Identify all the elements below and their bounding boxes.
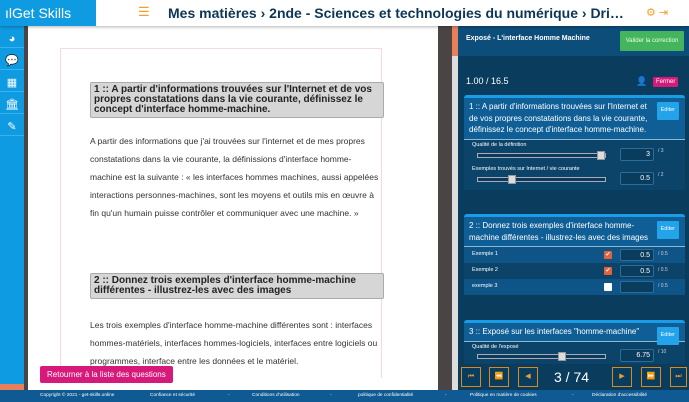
footer-link[interactable]: Politique en matière de cookies bbox=[470, 393, 537, 398]
question-card-3: 3 :: Exposé sur les interfaces "homme-ma… bbox=[464, 320, 685, 364]
question-1-heading: 1 :: A partir d'informations trouvées su… bbox=[90, 82, 384, 118]
user-icon: 👤 bbox=[636, 76, 648, 86]
panel-title: Exposé - L'interface Homme Machine bbox=[466, 35, 590, 42]
scrollbar[interactable] bbox=[452, 26, 458, 390]
footer-link[interactable]: Conditions d'utilisation bbox=[252, 393, 300, 398]
hamburger-icon[interactable]: ☰ bbox=[138, 4, 150, 19]
score-input[interactable] bbox=[620, 281, 654, 293]
footer-link[interactable]: Confiance et sécurité bbox=[150, 393, 196, 398]
edit-button[interactable]: Editer bbox=[656, 327, 679, 345]
score-input[interactable]: 0.5 bbox=[620, 249, 654, 261]
answer-2: Les trois exemples d'interface homme-mac… bbox=[90, 320, 378, 366]
back-to-questions-button[interactable]: Retourner à la liste des questions bbox=[40, 366, 173, 383]
chat-icon[interactable]: 💬 bbox=[0, 52, 24, 70]
checkbox[interactable]: ✔ bbox=[604, 267, 612, 275]
checkbox[interactable] bbox=[604, 283, 612, 291]
edit-icon[interactable]: ✎ bbox=[0, 118, 24, 136]
footer: Copyright © 2021 - get-skills.online Con… bbox=[0, 390, 689, 402]
criterion-row: Exemples trouvés sur Internet / vie cour… bbox=[464, 164, 685, 190]
first-icon[interactable]: ⏮ bbox=[461, 367, 481, 387]
next-icon[interactable]: ▶ bbox=[612, 367, 632, 387]
score-input[interactable]: 3 bbox=[620, 147, 654, 161]
sidebar-accent bbox=[0, 384, 24, 390]
next-fast-icon[interactable]: ⏩ bbox=[641, 367, 661, 387]
sidebar: ◕ 💬 ▦ 🏛 ✎ bbox=[0, 26, 24, 390]
question-card-title: 2 :: Donnez trois exemples d'interface h… bbox=[464, 214, 685, 247]
score-slider[interactable] bbox=[477, 174, 606, 184]
page-border bbox=[60, 48, 382, 378]
validate-correction-button[interactable]: Valider la correction bbox=[620, 31, 684, 51]
scrollbar-thumb[interactable] bbox=[452, 26, 458, 56]
edit-button[interactable]: Editer bbox=[656, 102, 679, 120]
dashboard-icon[interactable]: ◕ bbox=[0, 30, 24, 48]
copyright: Copyright © 2021 - get-skills.online bbox=[40, 393, 115, 398]
criterion-row: Qualité de la définition 3 / 3 bbox=[464, 140, 685, 164]
example-row: Exemple 2 ✔ 0.5/ 0.5 bbox=[472, 265, 668, 277]
score-slider[interactable] bbox=[477, 150, 606, 160]
close-button[interactable]: Fermer bbox=[653, 77, 679, 87]
footer-link[interactable]: politique de confidentialité bbox=[358, 393, 414, 398]
pagination: ⏮ ⏪ ◀ 3 / 74 ▶ ⏩ ⏭ bbox=[458, 366, 689, 390]
footer-link[interactable]: Déclaration d'accessibilité bbox=[592, 393, 648, 398]
criterion-row: Qualité de l'exposé 6.75 / 10 bbox=[464, 342, 685, 364]
logo[interactable]: ılGet Skills bbox=[0, 0, 96, 26]
institution-icon[interactable]: 🏛 bbox=[0, 96, 24, 114]
question-2-heading: 2 :: Donnez trois exemples d'interface h… bbox=[90, 273, 384, 299]
settings-logout-icons[interactable]: ⚙ ⇥ bbox=[646, 7, 669, 19]
prev-icon[interactable]: ◀ bbox=[518, 367, 538, 387]
slider-knob[interactable] bbox=[558, 351, 567, 361]
table-icon[interactable]: ▦ bbox=[0, 74, 24, 92]
question-card-title: 3 :: Exposé sur les interfaces "homme-ma… bbox=[464, 320, 685, 345]
page-indicator: 3 / 74 bbox=[554, 369, 590, 385]
score-slider[interactable] bbox=[477, 351, 606, 361]
score-input[interactable]: 0.5 bbox=[620, 265, 654, 277]
example-row: Exemple 1 ✔ 0.5/ 0.5 bbox=[464, 247, 685, 263]
slider-knob[interactable] bbox=[507, 174, 516, 184]
answer-1: A partir des informations que j'ai trouv… bbox=[90, 136, 379, 218]
score: 1.00 / 16.5 bbox=[466, 76, 509, 86]
last-icon[interactable]: ⏭ bbox=[670, 367, 687, 387]
question-card-1: 1 :: A partir d'informations trouvées su… bbox=[464, 95, 685, 190]
breadcrumb[interactable]: Mes matières › 2nde - Sciences et techno… bbox=[168, 5, 624, 21]
score-input[interactable]: 6.75 bbox=[620, 348, 654, 362]
score-input[interactable]: 0.5 bbox=[620, 171, 654, 185]
example-row: exemple 3/ 0.5 bbox=[464, 279, 685, 295]
checkbox[interactable]: ✔ bbox=[604, 251, 612, 259]
question-card-2: 2 :: Donnez trois exemples d'interface h… bbox=[464, 214, 685, 295]
top-bar: ılGet Skills ☰ Mes matières › 2nde - Sci… bbox=[0, 0, 689, 26]
edit-button[interactable]: Editer bbox=[656, 221, 679, 239]
question-card-title: 1 :: A partir d'informations trouvées su… bbox=[464, 95, 685, 140]
correction-panel: Exposé - L'interface Homme Machine Valid… bbox=[458, 26, 689, 390]
slider-knob[interactable] bbox=[597, 150, 605, 160]
prev-fast-icon[interactable]: ⏪ bbox=[489, 367, 509, 387]
